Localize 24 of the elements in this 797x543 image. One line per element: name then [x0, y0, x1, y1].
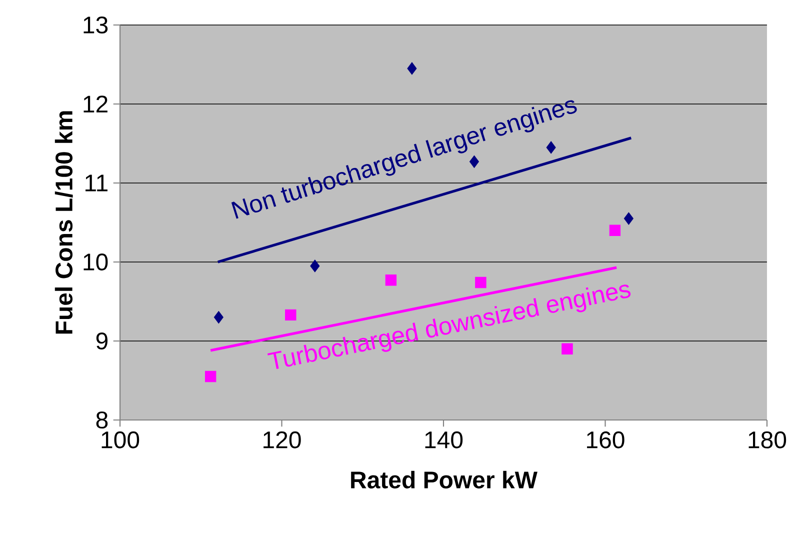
- point: [609, 224, 621, 236]
- y-tick-label: 11: [86, 174, 108, 192]
- x-tick-label: 140: [425, 431, 463, 448]
- y-tick-label: 9: [96, 332, 108, 350]
- y-tick-label: 13: [84, 16, 108, 34]
- x-axis-title: Rated Power kW: [351, 470, 538, 488]
- y-tick-label: 12: [84, 96, 108, 112]
- point: [285, 309, 296, 321]
- x-tick-label: 180: [748, 431, 786, 448]
- y-axis-title: Fuel Cons L/100 km: [54, 111, 73, 334]
- y-tick-label: 10: [84, 253, 108, 270]
- point: [204, 370, 216, 382]
- x-tick-label: 120: [264, 431, 301, 448]
- point: [475, 276, 486, 288]
- point: [385, 274, 397, 286]
- point: [546, 141, 556, 154]
- point: [562, 343, 573, 354]
- point: [214, 311, 224, 324]
- x-tick-label: 160: [587, 431, 624, 448]
- point: [624, 212, 634, 225]
- point: [310, 260, 320, 272]
- x-tick-label: 100: [102, 431, 140, 448]
- point: [407, 62, 417, 75]
- y-tick-label: 8: [96, 411, 108, 428]
